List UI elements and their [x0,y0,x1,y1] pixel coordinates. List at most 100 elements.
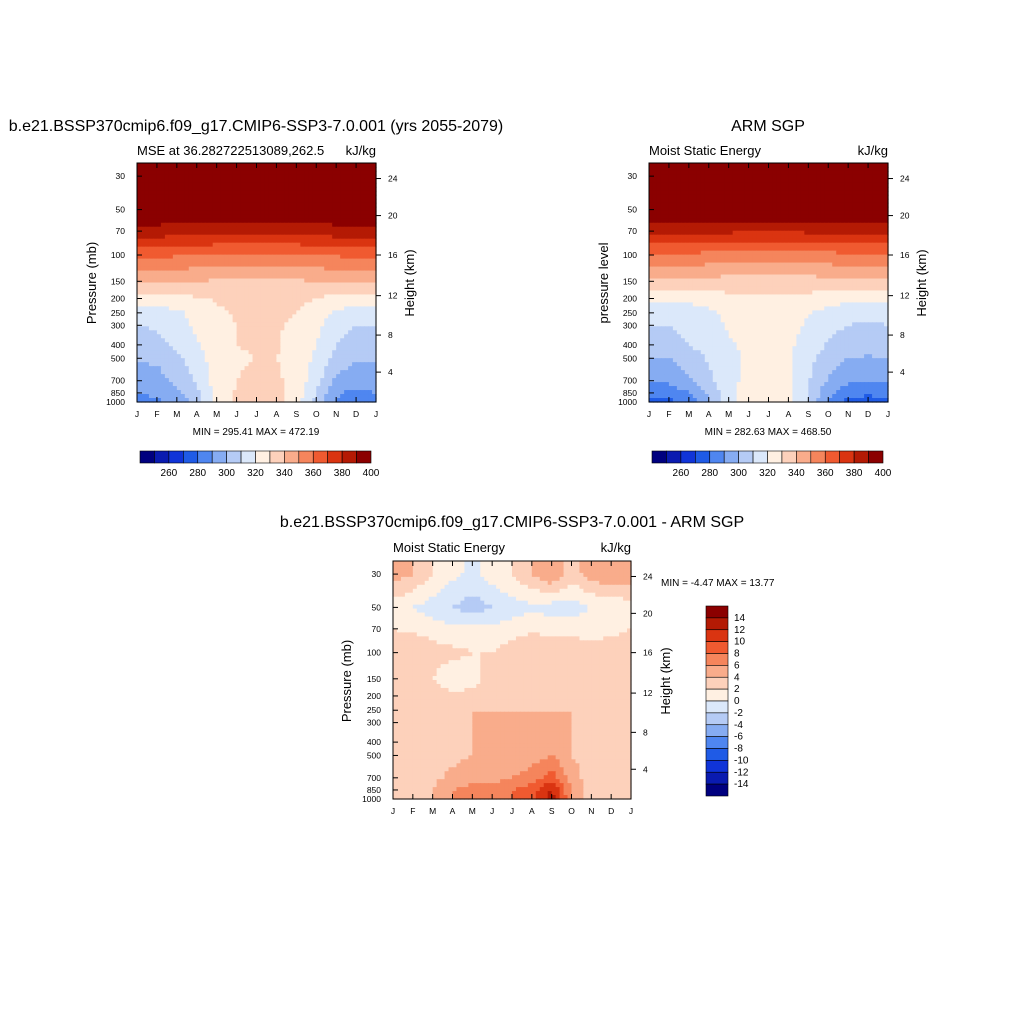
contour-cell [368,354,373,359]
contour-cell [788,178,793,184]
contour-cell [649,182,654,188]
contour-cell [236,230,242,236]
contour-cell [140,250,146,256]
contour-cell [368,282,373,288]
colorbar-label: 280 [189,468,206,479]
contour-cell [352,294,357,300]
contour-cell [180,174,186,180]
contour-cell [244,234,250,240]
contour-cell [140,314,146,319]
contour-cell [144,214,150,220]
contour-cell [744,198,750,204]
contour-cell [244,294,250,300]
contour-cell [196,354,202,359]
contour-cell [352,202,357,208]
contour-cell [660,238,666,244]
contour-cell [176,242,182,248]
contour-cell [168,182,174,188]
panel-obs: ARM SGP Moist Static Energy kJ/kg pressu… [596,118,929,479]
contour-cell [344,246,349,252]
contour-cell [304,338,309,343]
contour-cell [848,174,853,180]
contour-cell [280,378,285,383]
contour-cell [880,226,885,232]
contour-cell [832,242,837,248]
contour-cell [260,254,266,260]
contour-cell [172,230,178,236]
contour-cell [692,206,698,212]
contour-cell [200,366,206,371]
contour-cell [720,198,726,204]
contour-cell [284,206,289,212]
contour-cell [276,222,281,228]
contour-cell [876,178,881,184]
contour-cell [372,238,377,244]
contour-cell [800,198,805,204]
contour-cell [260,286,266,292]
contour-cell [280,270,285,276]
y-tick-label: 100 [111,250,125,260]
contour-cell [176,254,182,260]
contour-cell [296,398,301,403]
contour-cell [288,346,293,351]
contour-cell [668,163,674,168]
contour-cell [184,330,190,335]
contour-cell [792,226,797,232]
contour-cell [144,234,150,240]
contour-cell [280,278,285,284]
contour-cell [724,182,730,188]
contour-cell [776,186,782,192]
contour-cell [148,378,154,383]
contour-cell [216,254,222,260]
contour-cell [664,202,670,208]
contour-cell [176,210,182,216]
contour-cell [156,346,162,351]
contour-cell [324,378,329,383]
contour-cell [236,394,242,399]
contour-cell [196,330,202,335]
contour-cell [200,254,206,260]
contour-cell [140,278,146,284]
contour-cell [284,202,289,208]
contour-cell [360,166,365,172]
contour-cell [184,394,190,399]
contour-cell [260,362,266,367]
contour-cell [360,286,365,292]
contour-cell [352,190,357,196]
contour-cell [204,194,210,200]
contour-cell [220,166,226,172]
contour-cell [244,350,250,355]
contour-cell [720,170,726,176]
contour-cell [328,374,333,379]
contour-cell [716,234,722,240]
contour-cell [748,166,754,172]
contour-cell [208,206,214,212]
contour-cell [344,254,349,260]
contour-cell [244,378,250,383]
contour-cell [144,314,150,319]
contour-cell [204,274,210,280]
contour-cell [808,202,813,208]
contour-cell [316,394,321,399]
contour-cell [356,194,361,200]
contour-cell [308,386,313,391]
contour-cell [308,234,313,240]
contour-cell [252,238,258,244]
contour-cell [264,314,270,319]
contour-cell [220,214,226,220]
contour-cell [140,386,146,391]
contour-cell [188,302,194,307]
contour-cell [316,362,321,367]
contour-cell [240,206,246,212]
contour-cell [204,382,210,387]
contour-cell [708,210,714,216]
contour-cell [188,266,194,272]
contour-cell [872,198,877,204]
colorbar-box [312,450,328,464]
contour-cell [248,194,254,200]
contour-cell [156,242,162,248]
contour-cell [844,230,849,236]
contour-cell [328,254,333,260]
contour-cell [828,170,833,176]
contour-cell [220,318,226,323]
